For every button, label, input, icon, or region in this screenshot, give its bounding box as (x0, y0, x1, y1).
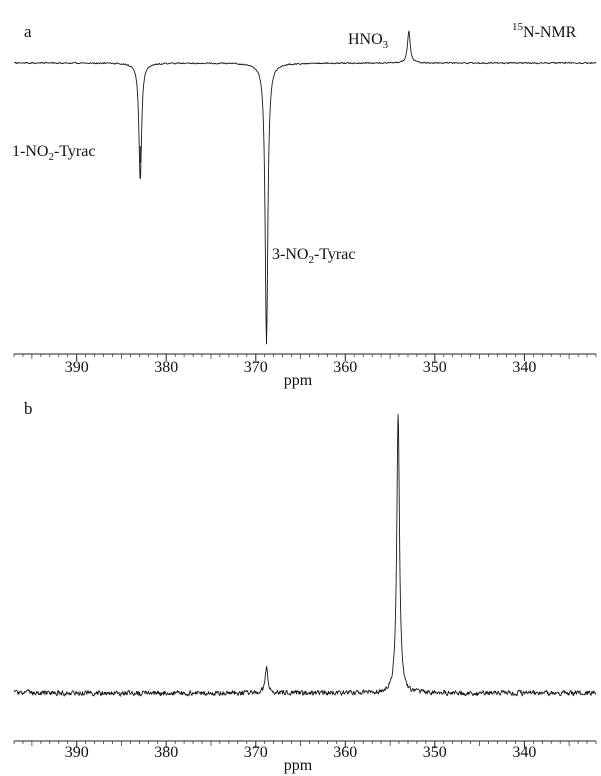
panel-a-tick-label-370: 370 (244, 359, 268, 376)
label-hno3: HNO3 (348, 31, 389, 51)
panel-b-tick-label-370: 370 (244, 744, 268, 761)
panel-a-spectrum-trace (14, 30, 597, 345)
label-1-no2-tyrac: 1-NO2-Tyrac (12, 143, 95, 163)
panel-b-x-axis: 390 380 370 360 350 340 (13, 740, 597, 761)
panel-b-spectrum-trace (13, 414, 597, 697)
panel-a-tick-label-360: 360 (333, 359, 357, 376)
panel-a-tick-label-340: 340 (512, 359, 536, 376)
panel-a-x-axis-title: ppm (284, 372, 313, 389)
panel-a-tick-label-390: 390 (65, 359, 89, 376)
panel-a-x-axis: 390 380 370 360 350 340 (13, 353, 597, 376)
panel-a: a 1-NO2-Tyrac 3-NO2-Tyrac HNO3 390 380 370 36… (12, 22, 597, 389)
panel-b: b 390 380 370 360 350 340 ppm (13, 399, 597, 774)
figure-label-main: N-NMR (523, 24, 577, 41)
figure-label: 15N-NMR (512, 21, 577, 41)
panel-b-tick-label-340: 340 (512, 744, 536, 761)
panel-b-tick-label-360: 360 (333, 744, 357, 761)
panel-a-tick-label-350: 350 (423, 359, 447, 376)
figure-label-sup: 15 (512, 21, 524, 33)
panel-b-letter: b (24, 399, 33, 418)
panel-a-plot: 1-NO2-Tyrac 3-NO2-Tyrac HNO3 (12, 30, 597, 345)
panel-a-letter: a (24, 22, 32, 41)
panel-b-plot (13, 414, 597, 697)
panel-b-x-axis-title: ppm (284, 757, 313, 774)
label-3-no2-tyrac: 3-NO2-Tyrac (272, 246, 355, 266)
panel-b-tick-label-350: 350 (423, 744, 447, 761)
panel-b-tick-label-380: 380 (154, 744, 178, 761)
panel-a-tick-label-380: 380 (154, 359, 178, 376)
panel-b-tick-label-390: 390 (65, 744, 89, 761)
